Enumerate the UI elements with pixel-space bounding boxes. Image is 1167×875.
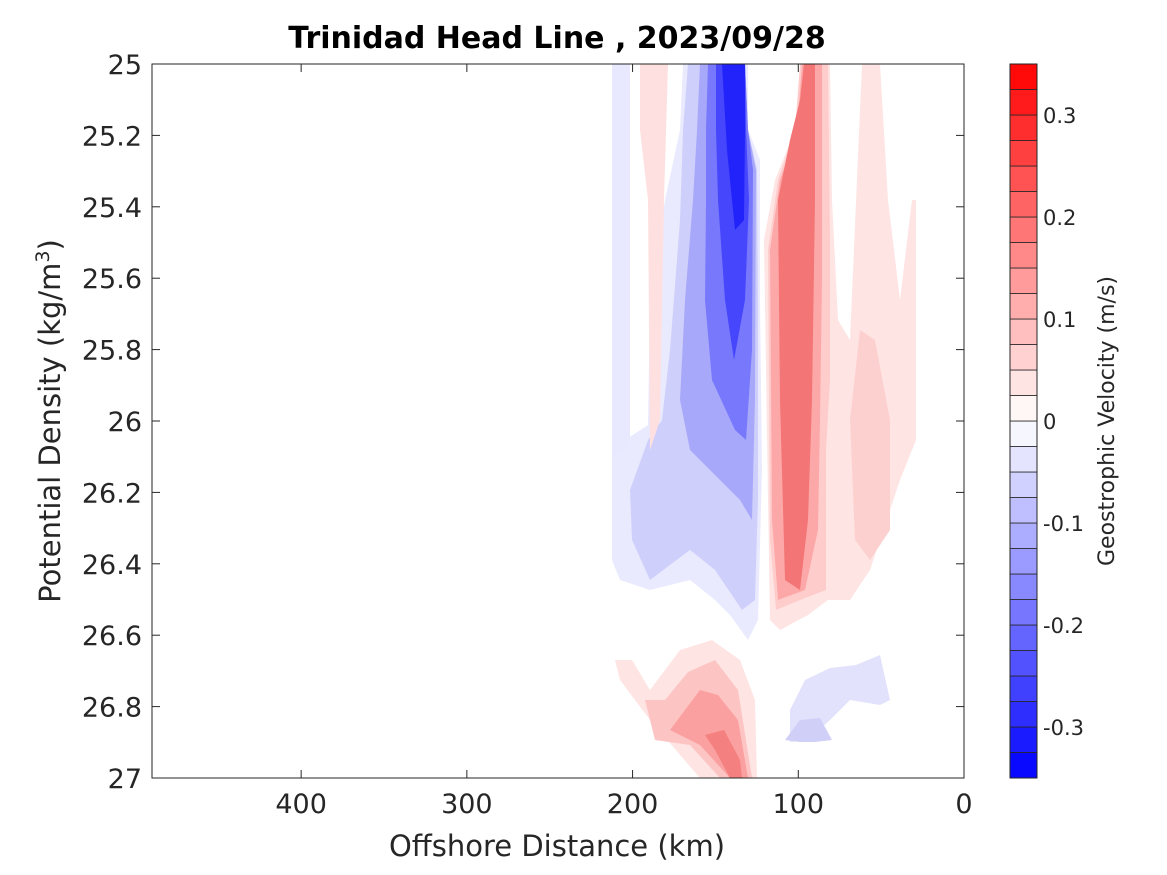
colorbar-segment: [1009, 395, 1038, 422]
y-axis: 25 25.2 25.4 25.6 25.8 26 26.2 26.4 26.6 26.8 27: [82, 50, 964, 795]
colorbar-segment: [1009, 267, 1038, 294]
x-axis-label: Offshore Distance (km): [389, 829, 725, 863]
colorbar-segment: [1009, 752, 1038, 779]
colorbar-segment: [1009, 573, 1038, 600]
y-axis-label-superscript: 3: [32, 250, 54, 262]
y-tick-label: 25.6: [82, 264, 142, 295]
contour-fill: [612, 64, 916, 778]
colorbar-segment: [1009, 63, 1038, 90]
colorbar-frame: [1009, 63, 1038, 779]
colorbar-segment: [1009, 701, 1038, 728]
colorbar-segment: [1009, 624, 1038, 651]
contour-pos-west: [640, 64, 668, 450]
colorbar-segment: [1009, 471, 1038, 498]
colorbar-tick-label: 0: [1043, 410, 1056, 434]
colorbar-ticks: 0.3 0.2 0.1 0 -0.1 -0.2 -0.3: [1043, 104, 1084, 740]
y-tick-label: 25.8: [82, 336, 142, 367]
colorbar-segment: [1009, 522, 1038, 549]
contour-deep-neg-inner: [785, 718, 832, 742]
y-tick-label: 26.2: [82, 478, 142, 509]
colorbar-segment: [1009, 420, 1038, 447]
colorbar-segment: [1009, 344, 1038, 371]
y-axis-label-suffix: ): [33, 239, 67, 250]
contour-neg-core: [722, 64, 745, 230]
colorbar-segment: [1009, 497, 1038, 524]
y-tick-label: 26.8: [82, 693, 142, 724]
x-tick-label: 0: [955, 789, 972, 820]
colorbar-segment: [1009, 650, 1038, 677]
y-tick-label: 26.6: [82, 621, 142, 652]
colorbar-segment: [1009, 242, 1038, 269]
colorbar-segment: [1009, 318, 1038, 345]
colorbar: [1009, 63, 1038, 779]
colorbar-segment: [1009, 446, 1038, 473]
colorbar-segment: [1009, 293, 1038, 320]
y-axis-label-main: Potential Density (kg/m: [33, 263, 67, 603]
colorbar-segment: [1009, 216, 1038, 243]
x-axis: 400 300 200 100 0: [275, 64, 973, 820]
colorbar-tick-label: -0.3: [1043, 716, 1084, 740]
x-tick-label: 100: [773, 789, 825, 820]
chart-title: Trinidad Head Line , 2023/09/28: [288, 21, 825, 56]
colorbar-segment: [1009, 191, 1038, 218]
x-tick-label: 200: [607, 789, 659, 820]
y-tick-label: 25.2: [82, 121, 142, 152]
colorbar-tick-label: 0.3: [1043, 104, 1076, 128]
y-tick-label: 26: [108, 407, 142, 438]
x-tick-label: 400: [275, 789, 327, 820]
colorbar-segment: [1009, 89, 1038, 116]
colorbar-tick-label: 0.2: [1043, 206, 1076, 230]
colorbar-segment: [1009, 140, 1038, 167]
contour-deep-pos-core: [705, 730, 742, 778]
colorbar-segment: [1009, 369, 1038, 396]
contour-pos-core: [778, 64, 815, 590]
y-tick-label: 25: [108, 50, 142, 81]
colorbar-tick-label: 0.1: [1043, 308, 1076, 332]
y-tick-label: 27: [108, 764, 142, 795]
y-tick-label: 25.4: [82, 193, 142, 224]
x-tick-label: 300: [441, 789, 493, 820]
contour-neg-offshore: [612, 64, 630, 460]
colorbar-segment: [1009, 599, 1038, 626]
contour-pos-east: [850, 330, 890, 560]
colorbar-tick-label: -0.2: [1043, 614, 1084, 638]
y-tick-label: 26.4: [82, 550, 142, 581]
colorbar-segment: [1009, 114, 1038, 141]
colorbar-segment: [1009, 165, 1038, 192]
y-axis-label: Potential Density (kg/m3): [32, 239, 67, 603]
colorbar-tick-label: -0.1: [1043, 512, 1084, 536]
colorbar-segment: [1009, 675, 1038, 702]
colorbar-segment: [1009, 726, 1038, 753]
colorbar-label: Geostrophic Velocity (m/s): [1095, 276, 1120, 566]
colorbar-segment: [1009, 548, 1038, 575]
